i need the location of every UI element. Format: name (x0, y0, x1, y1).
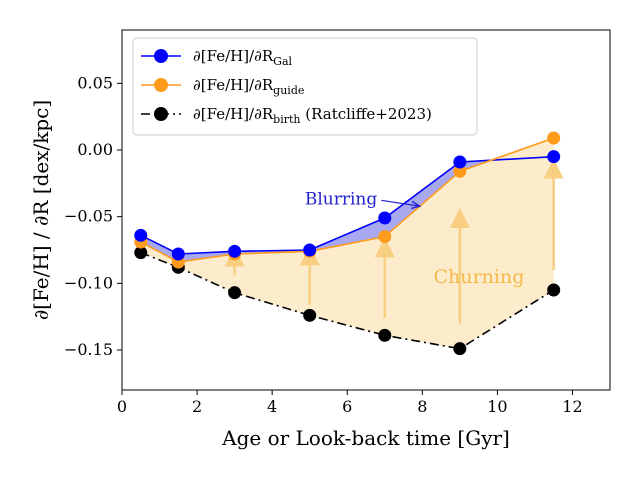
marker-layer (134, 131, 561, 356)
data-point-Gal (134, 228, 148, 242)
y-tick-label: −0.10 (64, 273, 113, 292)
data-point-Gal (547, 150, 561, 164)
annotation-layer: Blurring Churning (305, 189, 525, 288)
blurring-label: Blurring (305, 189, 378, 209)
x-tick-label: 12 (562, 397, 582, 416)
data-point-guide (547, 131, 561, 145)
x-tick-label: 4 (267, 397, 277, 416)
data-point-Gal (228, 244, 242, 258)
plot-frame (121, 29, 611, 391)
y-tick-label: −0.05 (64, 207, 113, 226)
data-point-birth (378, 328, 392, 342)
fill-region-1 (140, 138, 554, 349)
legend-marker-guide (154, 78, 168, 92)
legend-label-Gal: ∂[Fe/H]/∂RGal (193, 47, 293, 68)
legend-label-birth: ∂[Fe/H]/∂Rbirth (Ratcliffe+2023) (193, 105, 432, 126)
data-point-birth (134, 246, 148, 260)
blurring-arrow (381, 199, 418, 206)
y-axis-label: ∂[Fe/H] / ∂R [dex/kpc] (29, 100, 53, 320)
churning-label: Churning (434, 266, 525, 288)
legend-label-guide: ∂[Fe/H]/∂Rguide (193, 76, 304, 97)
legend-box (132, 37, 478, 136)
data-point-Gal (171, 247, 185, 261)
x-tick-label: 0 (117, 397, 127, 416)
legend-marker-birth (154, 107, 168, 121)
x-tick-label: 8 (417, 397, 427, 416)
y-tick-label: −0.15 (64, 340, 113, 359)
data-point-Gal (453, 155, 467, 169)
y-tick-label: 0.05 (77, 73, 113, 92)
data-point-Gal (378, 211, 392, 225)
x-tick-label: 2 (192, 397, 202, 416)
x-axis-label: Age or Look-back time [Gyr] (221, 426, 510, 450)
data-point-guide (453, 164, 467, 178)
arrow-layer (224, 158, 564, 324)
x-tick-label: 10 (487, 397, 507, 416)
data-point-birth (303, 308, 317, 322)
data-point-birth (547, 283, 561, 297)
y-tick-label: 0.00 (77, 140, 113, 159)
data-point-birth (453, 342, 467, 356)
data-point-guide (378, 230, 392, 244)
x-tick-label: 6 (342, 397, 352, 416)
data-point-Gal (303, 243, 317, 257)
legend: ∂[Fe/H]/∂RGal ∂[Fe/H]/∂Rguide ∂[Fe/H]/∂Rbi… (132, 37, 478, 136)
legend-marker-Gal (154, 49, 168, 63)
data-point-birth (228, 286, 242, 300)
tick-layer: 0 2 4 6 8 10 12 0.05 0.00 −0.05 −0.10 −0.15 (64, 73, 583, 416)
